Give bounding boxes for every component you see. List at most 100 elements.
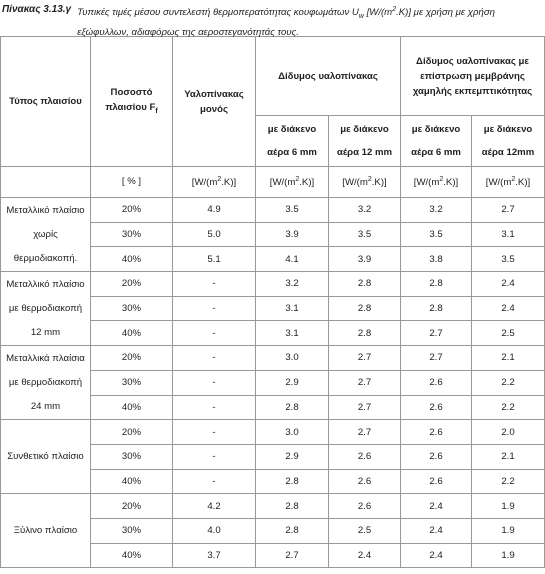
value-cell: 1.9	[471, 517, 545, 544]
superscript: 2	[367, 176, 372, 184]
value-cell: 2.6	[400, 468, 472, 495]
value-cell: 2.8	[400, 271, 472, 297]
value-cell: -	[172, 320, 256, 347]
data-row: Μεταλλικό πλαίσιο χωρίς θερμοδιακοπή. 20% 4.…	[0, 196, 545, 273]
frame-type-text: Συνθετικό πλαίσιο	[7, 450, 84, 462]
value-cell: 5.1	[172, 246, 256, 273]
frame-type-text: Ξύλινο πλαίσιο	[13, 524, 78, 536]
header-text: με διάκενο	[340, 124, 389, 135]
header-group-cell: Δίδυμος υαλοπίνακας με επίστρωση μεμβράν…	[400, 36, 545, 116]
value-cell: 2.4	[400, 493, 472, 519]
value-cell: 2.5	[328, 517, 401, 544]
frame-type-text: 12 mm	[30, 326, 61, 338]
value-cell: 2.6	[400, 394, 472, 421]
unit-text: [ % ]	[121, 176, 142, 187]
value-cell: 30%	[90, 443, 173, 470]
subscript: f	[155, 107, 158, 115]
value-cell: -	[172, 369, 256, 396]
value-cell: -	[172, 295, 256, 322]
unit-text: [W/(m	[485, 177, 512, 189]
header-cell: Τύπος πλαισίου	[0, 36, 91, 167]
value-cell: 2.4	[471, 295, 545, 322]
value-cell: -	[172, 468, 256, 495]
frame-type-text: 24 mm	[30, 400, 61, 412]
value-cell: 2.7	[471, 197, 545, 223]
header-text: με διάκενο	[267, 124, 317, 135]
value-cell: 2.7	[400, 320, 472, 347]
header-cell: Υαλοπίνακας μονός	[172, 36, 256, 167]
caption-text: Τυπικές τιμές μέσου συντελεστή θερμοπερα…	[77, 2, 543, 39]
frame-type-cell: Μεταλλικό πλαίσιο με θερμοδιακοπή 12 mm	[0, 271, 91, 347]
superscript: 2	[295, 176, 300, 184]
value-cell: 3.2	[328, 197, 401, 223]
value-cell: 3.8	[400, 246, 472, 273]
frame-type-cell: Μεταλλικό πλαίσιο χωρίς θερμοδιακοπή.	[0, 196, 91, 273]
value-cell: 2.1	[471, 345, 545, 371]
unit-cell: [W/(m2.K)]	[172, 166, 256, 198]
data-row: 40% 3.7 2.7 2.4 2.4 1.9	[1, 542, 545, 569]
frame-type-text: με θερμοδιακοπή	[8, 302, 83, 314]
value-cell: 4.9	[172, 197, 256, 223]
frame-type-cell: Ξύλινο πλαίσιο	[0, 493, 91, 569]
value-cell: 2.8	[255, 493, 329, 519]
value-cell: 2.5	[471, 320, 545, 347]
value-cell: 2.1	[471, 443, 545, 470]
value-cell: 2.8	[328, 295, 401, 322]
unit-text: .K)]	[515, 177, 531, 189]
caption: Πίνακας 3.13.γ Τυπικές τιμές μέσου συντε…	[0, 0, 545, 39]
unit-text: .K)]	[221, 177, 237, 189]
header-cell: με διάκενο αέρα 6 mm	[255, 115, 329, 167]
value-cell: 2.7	[400, 345, 472, 371]
value-cell: 30%	[90, 369, 173, 396]
value-cell: 30%	[90, 517, 173, 544]
unit-text: .K)]	[443, 177, 459, 189]
value-cell: 1.9	[471, 493, 545, 519]
frame-type-text: Μεταλλικό πλαίσιο	[6, 278, 85, 290]
header-group-cell: Δίδυμος υαλοπίνακας	[255, 36, 401, 116]
unit-text: .K)]	[299, 177, 315, 189]
frame-type-text: Μεταλλικό πλαίσιο	[6, 204, 85, 216]
frame-type-text: θερμοδιακοπή.	[13, 252, 78, 264]
caption-text-part: [W/(m	[363, 7, 393, 19]
value-cell: 3.5	[328, 221, 401, 248]
value-cell: -	[172, 394, 256, 421]
value-cell: 40%	[90, 468, 173, 495]
superscript: 2	[392, 6, 397, 13]
value-cell: 2.9	[255, 369, 329, 396]
data-row: Συνθετικό πλαίσιο 20% -3.0 2.7 2.6 2.0	[0, 419, 545, 495]
header-text: με διάκενο	[411, 124, 461, 135]
value-cell: 2.8	[255, 394, 329, 421]
value-cell: 4.1	[255, 246, 329, 273]
data-row: Μεταλλικά πλαίσια με θερμοδιακοπή 24 mm 20%…	[0, 345, 545, 421]
frame-type-cell: Συνθετικό πλαίσιο	[0, 419, 91, 495]
value-cell: 30%	[90, 221, 173, 248]
header-cell: Ποσοστό πλαισίου Ff	[90, 36, 173, 167]
unit-text: [W/(m	[413, 177, 440, 189]
header-text: αέρα 6 mm	[267, 147, 317, 158]
frame-type-cell: Μεταλλικά πλαίσια με θερμοδιακοπή 24 mm	[0, 345, 91, 421]
value-cell: 3.0	[255, 345, 329, 371]
value-cell: 4.0	[172, 517, 256, 544]
header-row: με διάκενο αέρα 6 mm με διάκενο αέρα 12 mm μ…	[1, 115, 545, 167]
value-cell: 3.5	[400, 221, 472, 248]
value-cell: 3.9	[328, 246, 401, 273]
value-cell: 3.5	[255, 197, 329, 223]
value-cell: 2.8	[328, 320, 401, 347]
unit-cell: [W/(m2.K)]	[328, 166, 401, 198]
value-cell: 2.6	[328, 443, 401, 470]
frame-type-text: Μεταλλικά πλαίσια	[6, 352, 85, 364]
data-row: Ξύλινο πλαίσιο 20% 4.2 2.8 2.6 2.4 1.9	[0, 493, 545, 569]
caption-text-part: Τυπικές τιμές μέσου συντελεστή θερμοπερα…	[77, 7, 359, 19]
value-cell: 40%	[90, 246, 173, 273]
value-cell: 2.7	[255, 542, 329, 569]
value-cell: 3.1	[471, 221, 545, 248]
frame-type-text: χωρίς	[33, 228, 58, 240]
header-text: αέρα 12 mm	[336, 147, 393, 158]
value-cell: 3.9	[255, 221, 329, 248]
frame-type-text: με θερμοδιακοπή	[8, 376, 83, 388]
value-cell: -	[172, 271, 256, 297]
value-cell: 3.1	[255, 320, 329, 347]
caption-text-part: .K)] με χρήση με χρήση εξώφυλλων, αδιαφό…	[77, 7, 495, 39]
value-cell: -	[172, 443, 256, 470]
value-cell: 2.4	[471, 271, 545, 297]
